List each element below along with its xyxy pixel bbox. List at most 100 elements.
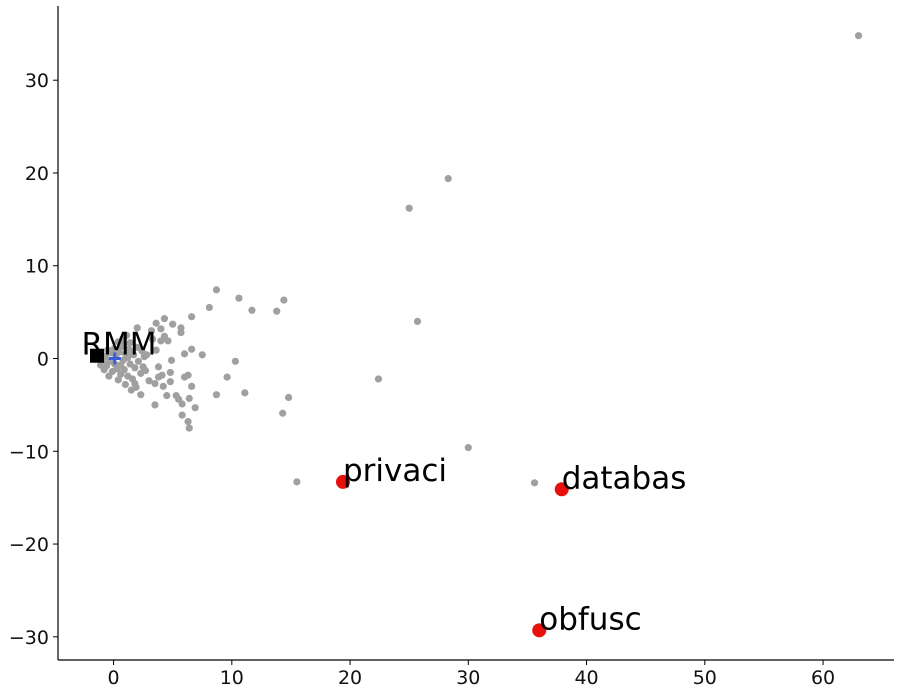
background-point (157, 325, 165, 333)
background-point (128, 349, 137, 357)
background-point (140, 353, 148, 361)
background-point (124, 353, 132, 362)
background-point (231, 357, 239, 365)
background-point (154, 363, 163, 371)
background-point (151, 401, 159, 409)
background-point (114, 338, 122, 346)
highlighted-points (335, 474, 569, 638)
x-tick-label: 20 (338, 667, 362, 689)
highlighted-point (532, 623, 547, 638)
y-tick-label: 0 (37, 349, 49, 371)
background-point (191, 404, 199, 412)
background-point (280, 296, 288, 304)
axes: 0 10 20 30 40 50 60 −30 −20 −10 0 10 20 30 (9, 6, 894, 689)
x-tick-label: 60 (811, 667, 835, 689)
background-point (124, 372, 132, 380)
reference-point (90, 348, 105, 363)
background-point (163, 392, 171, 400)
background-point (444, 174, 452, 183)
background-point (284, 393, 293, 402)
y-tick-label: 30 (25, 70, 49, 92)
background-point (133, 343, 141, 351)
background-point (180, 350, 189, 358)
background-point (147, 327, 156, 335)
background-point (141, 366, 150, 375)
background-point (160, 315, 169, 323)
highlighted-point (335, 474, 350, 489)
origin-marker (108, 352, 121, 365)
background-point (134, 357, 143, 365)
background-point (145, 377, 153, 385)
background-point (154, 373, 163, 381)
background-points (96, 32, 863, 487)
y-tick-label: −10 (9, 441, 49, 463)
background-point (188, 345, 196, 353)
background-point (166, 378, 174, 386)
point-label-RMM: RMM (81, 327, 156, 363)
highlighted-point (554, 482, 569, 497)
background-point (114, 376, 122, 384)
y-tick-label: 10 (25, 256, 49, 278)
background-point (184, 417, 192, 426)
background-point (279, 409, 287, 417)
background-point (121, 380, 130, 389)
background-point (133, 324, 141, 332)
background-point (117, 370, 125, 378)
background-point (177, 324, 185, 332)
background-point (212, 286, 221, 294)
background-point (180, 373, 189, 381)
y-tick-label: 20 (25, 163, 49, 185)
y-tick-label: −20 (9, 534, 49, 556)
background-point (152, 319, 160, 327)
background-point (405, 204, 413, 212)
x-tick-label: 40 (574, 667, 598, 689)
background-point (137, 391, 145, 399)
background-point (198, 351, 206, 359)
background-point (157, 337, 165, 345)
background-point (530, 479, 539, 487)
background-point (374, 375, 383, 383)
background-point (126, 360, 134, 368)
y-tick-label: −30 (9, 627, 49, 649)
background-point (178, 411, 186, 419)
point-label-databas: databas (562, 460, 687, 496)
background-point (248, 306, 256, 314)
background-point (293, 478, 301, 486)
point-label-privaci: privaci (343, 453, 447, 489)
background-point (273, 307, 281, 315)
background-point (854, 32, 863, 40)
background-point (235, 294, 243, 302)
reference-points (90, 348, 121, 365)
x-tick-label: 0 (108, 667, 120, 689)
background-point (185, 394, 193, 402)
background-point (413, 317, 422, 326)
background-point (120, 340, 128, 348)
x-tick-label: 50 (693, 667, 717, 689)
background-point (188, 382, 196, 390)
background-point (172, 392, 180, 400)
background-point (169, 320, 177, 328)
background-point (159, 382, 167, 390)
point-label-obfusc: obfusc (539, 601, 641, 637)
background-point (96, 361, 105, 369)
background-point (241, 389, 249, 397)
background-point (167, 356, 176, 364)
x-tick-label: 10 (220, 667, 244, 689)
background-point (126, 339, 134, 347)
background-point (105, 372, 113, 380)
background-point (148, 335, 157, 343)
x-tick-label: 30 (456, 667, 480, 689)
background-point (464, 443, 472, 452)
point-labels: privaci databas obfusc RMM (81, 327, 686, 638)
background-point (223, 373, 231, 381)
background-point (185, 424, 193, 432)
background-point (152, 346, 160, 354)
background-point (212, 391, 221, 399)
background-point (104, 346, 112, 354)
background-point (127, 386, 135, 394)
background-point (166, 368, 174, 377)
background-point (151, 379, 159, 388)
background-point (205, 303, 213, 312)
background-point (188, 313, 196, 321)
